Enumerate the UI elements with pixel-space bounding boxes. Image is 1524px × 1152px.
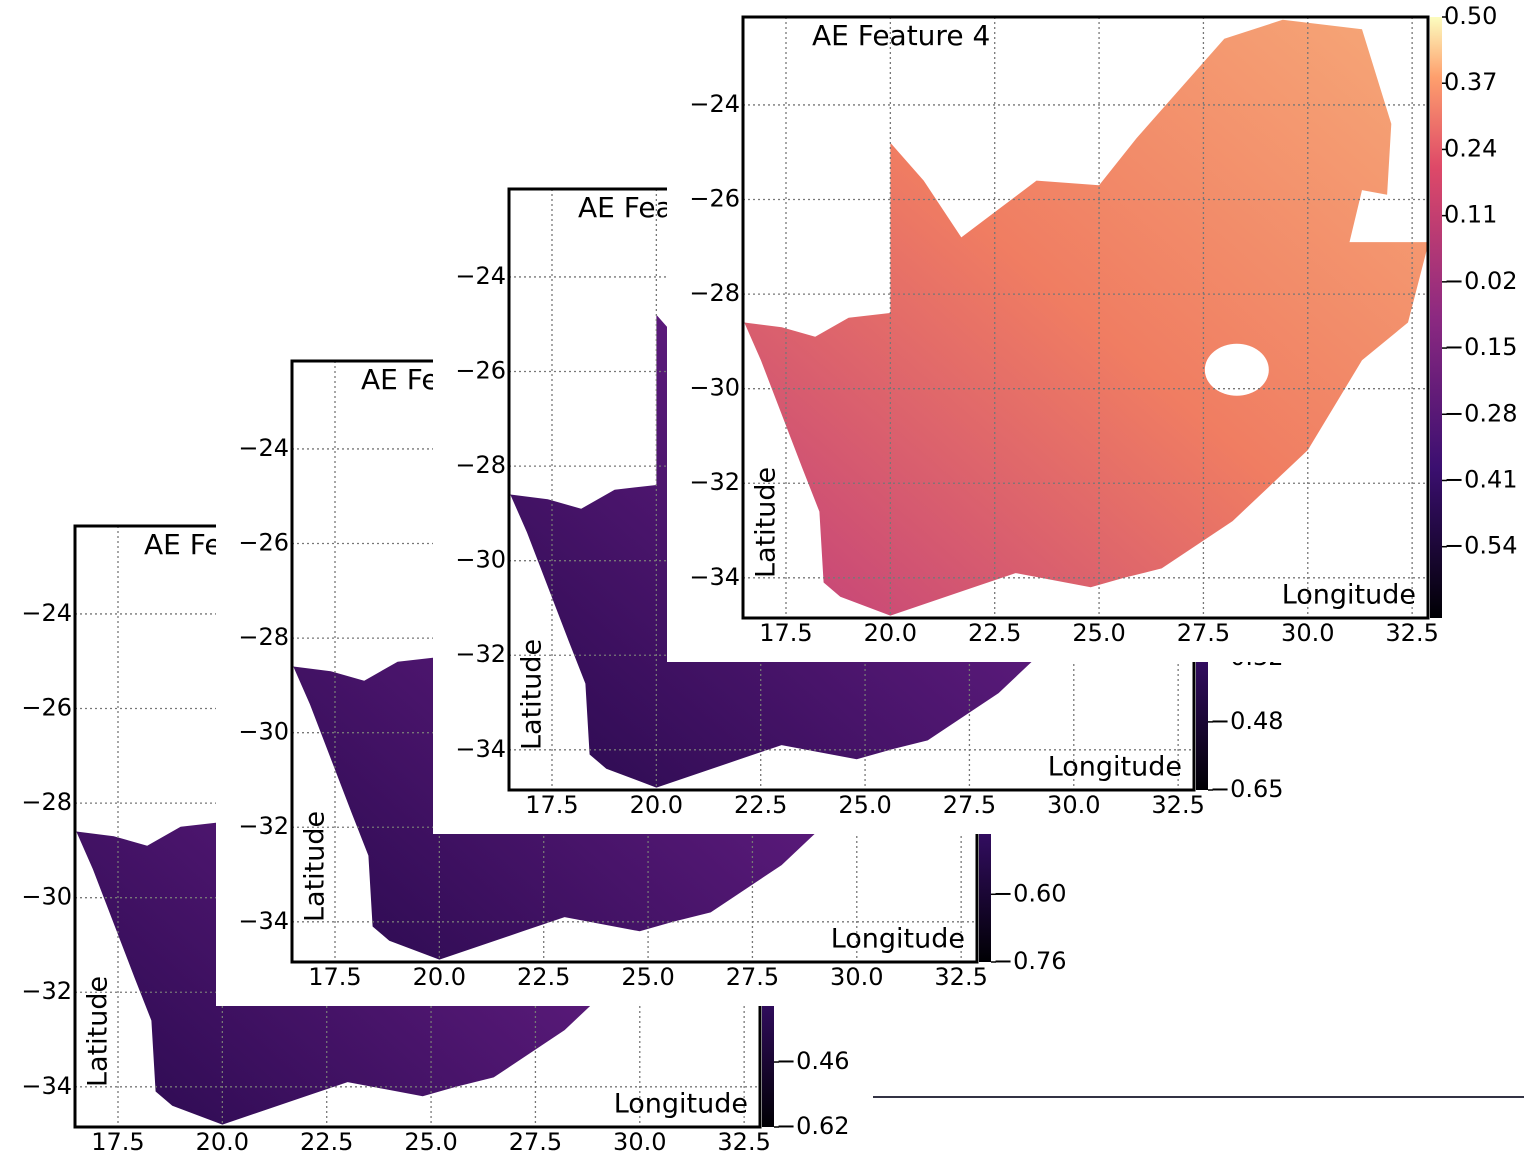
colorbar-tick-label: −0.76 <box>993 947 1067 975</box>
y-axis-label: Latitude <box>83 976 114 1087</box>
y-axis-label: Latitude <box>300 811 331 922</box>
y-tick-label: −34 <box>455 735 506 763</box>
y-tick-label: −28 <box>689 279 740 307</box>
x-axis-label: Longitude <box>1048 752 1182 783</box>
colorbar-tick-label: −0.48 <box>1210 707 1284 735</box>
y-tick-label: −32 <box>238 812 289 840</box>
x-tick-label: 25.0 <box>404 1128 457 1152</box>
x-tick-label: 22.5 <box>968 619 1021 647</box>
title: AE Feature 4 <box>812 19 990 52</box>
y-tick-label: −26 <box>21 694 72 722</box>
x-tick-label: 20.0 <box>196 1128 249 1152</box>
colorbar-tick-label: −0.60 <box>993 879 1067 907</box>
y-tick-label: −24 <box>21 599 72 627</box>
panel: 17.5 20.0 22.5 25.0 27.5 30.0 32.5 −24 −26 −28 −30… <box>667 0 1524 662</box>
x-tick-label: 32.5 <box>934 963 987 991</box>
x-axis-label: Longitude <box>831 924 965 955</box>
x-tick-label: 27.5 <box>1177 619 1230 647</box>
colorbar-tick-label: −0.46 <box>776 1047 850 1075</box>
y-tick-label: −26 <box>689 185 740 213</box>
colorbar-tick-label: −0.41 <box>1444 465 1518 493</box>
map-gap <box>1205 344 1269 396</box>
x-tick-label: 25.0 <box>838 791 891 819</box>
x-tick-label: 27.5 <box>726 963 779 991</box>
x-tick-label: 25.0 <box>621 963 674 991</box>
y-tick-label: −24 <box>455 262 506 290</box>
x-tick-label: 30.0 <box>1281 619 1334 647</box>
x-tick-label: 17.5 <box>91 1128 144 1152</box>
colorbar <box>1430 17 1442 618</box>
x-tick-label: 27.5 <box>509 1128 562 1152</box>
y-tick-label: −30 <box>689 374 740 402</box>
y-tick-label: −32 <box>21 977 72 1005</box>
colorbar-tick-label: −0.54 <box>1444 532 1518 560</box>
y-tick-label: −34 <box>689 563 740 591</box>
x-tick-label: 17.5 <box>308 963 361 991</box>
y-tick-label: −24 <box>238 434 289 462</box>
x-tick-label: 17.5 <box>759 619 812 647</box>
y-tick-label: −26 <box>238 529 289 557</box>
x-tick-label: 32.5 <box>717 1128 770 1152</box>
x-tick-label: 22.5 <box>517 963 570 991</box>
x-tick-label: 22.5 <box>300 1128 353 1152</box>
y-tick-label: −34 <box>238 907 289 935</box>
colorbar-tick-label: −0.65 <box>1210 775 1284 803</box>
x-tick-label: 20.0 <box>630 791 683 819</box>
figure: 17.5 20.0 22.5 25.0 27.5 30.0 32.5 −24 −26 −28 −30… <box>0 0 1524 1152</box>
y-tick-label: −32 <box>455 640 506 668</box>
colorbar-tick-label: 0.24 <box>1444 134 1497 162</box>
colorbar-tick-label: 0.37 <box>1444 68 1497 96</box>
y-tick-label: −28 <box>21 788 72 816</box>
y-tick-label: −32 <box>689 468 740 496</box>
x-tick-label: 20.0 <box>864 619 917 647</box>
y-tick-label: −30 <box>21 883 72 911</box>
x-tick-label: 30.0 <box>1047 791 1100 819</box>
x-tick-label: 22.5 <box>734 791 787 819</box>
x-axis-label: Longitude <box>1282 580 1416 611</box>
y-tick-label: −26 <box>455 357 506 385</box>
x-tick-label: 32.5 <box>1151 791 1204 819</box>
x-tick-label: 27.5 <box>943 791 996 819</box>
y-tick-label: −24 <box>689 90 740 118</box>
y-axis-label: Latitude <box>517 639 548 750</box>
colorbar-tick-label: −0.02 <box>1444 267 1518 295</box>
colorbar-tick-label: −0.28 <box>1444 399 1518 427</box>
y-tick-label: −28 <box>238 623 289 651</box>
y-tick-label: −30 <box>238 718 289 746</box>
colorbar-tick-label: 0.50 <box>1444 2 1497 30</box>
y-tick-label: −34 <box>21 1072 72 1100</box>
x-tick-label: 30.0 <box>613 1128 666 1152</box>
x-axis-label: Longitude <box>614 1089 748 1120</box>
y-tick-label: −30 <box>455 546 506 574</box>
x-tick-label: 30.0 <box>830 963 883 991</box>
x-tick-label: 17.5 <box>525 791 578 819</box>
y-axis-label: Latitude <box>751 467 782 578</box>
x-tick-label: 20.0 <box>413 963 466 991</box>
x-tick-label: 25.0 <box>1072 619 1125 647</box>
colorbar-tick-label: −0.62 <box>776 1112 850 1140</box>
x-tick-label: 32.5 <box>1385 619 1438 647</box>
colorbar-tick-label: −0.15 <box>1444 333 1518 361</box>
y-tick-label: −28 <box>455 451 506 479</box>
colorbar-tick-label: 0.11 <box>1444 201 1497 229</box>
